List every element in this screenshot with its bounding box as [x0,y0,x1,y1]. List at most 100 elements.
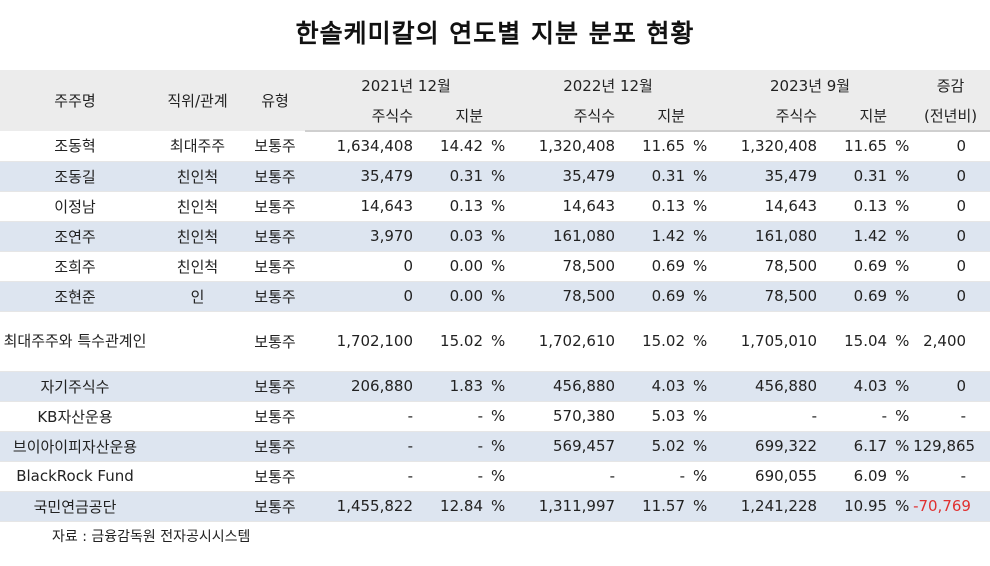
cell-s21: - [305,461,415,492]
cell-p22: - [617,461,688,492]
cell-u23: % [889,431,912,462]
cell-u22: % [687,311,710,372]
col-stake-2023: 지분 [819,100,890,132]
cell-chg: - [911,461,990,492]
cell-p23: 4.03 [819,371,890,402]
cell-type: 보통주 [245,311,305,372]
cell-p22: 5.02 [617,431,688,462]
cell-type: 보통주 [245,371,305,402]
cell-role [150,431,245,462]
cell-p22: 1.42 [617,221,688,252]
col-stake-2022: 지분 [617,100,688,132]
cell-u21: % [485,251,508,282]
cell-p23: 15.04 [819,311,890,372]
cell-name: 자기주식수 [0,371,150,402]
cell-chg: 0 [911,281,990,312]
cell-name: 이정남 [0,191,150,222]
cell-chg: 0 [911,131,990,162]
cell-type: 보통주 [245,491,305,522]
cell-p23: 0.69 [819,251,890,282]
cell-role: 친인척 [150,251,245,282]
cell-u23: % [889,311,912,372]
table-row: 브이아이피자산운용 보통주 - -% 569,457 5.02% 699,322 6.17% 1… [0,431,990,462]
cell-s23: 690,055 [709,461,820,492]
col-change-sub: (전년비) [911,100,990,132]
cell-p21: 0.00 [415,251,485,282]
cell-u21: % [485,491,508,522]
cell-p23: 0.31 [819,161,890,192]
cell-role: 친인척 [150,161,245,192]
table-row: 자기주식수 보통주 206,880 1.83% 456,880 4.03% 456,880 4… [0,371,990,402]
cell-u22: % [687,221,710,252]
cell-p21: 0.31 [415,161,485,192]
cell-s22: 569,457 [507,431,618,462]
col-shares-2022: 주식수 [507,100,618,132]
cell-p21: 0.00 [415,281,485,312]
table-row: BlackRock Fund 보통주 - -% - -% 690,055 6.09% - [0,461,990,492]
cell-type: 보통주 [245,221,305,252]
cell-s22: 570,380 [507,401,618,432]
cell-s23: 1,241,228 [709,491,820,522]
cell-chg: -70,769 [911,491,990,522]
cell-p21: 0.13 [415,191,485,222]
cell-type: 보통주 [245,131,305,162]
cell-name: 최대주주와 특수관계인 [0,311,150,372]
cell-s22: 14,643 [507,191,618,222]
cell-u21: % [485,401,508,432]
cell-role: 친인척 [150,191,245,222]
cell-u23: % [889,371,912,402]
table-row: 조동길 친인척 보통주 35,479 0.31% 35,479 0.31% 35,479 0.3… [0,161,990,192]
cell-s22: 161,080 [507,221,618,252]
cell-s21: 14,643 [305,191,415,222]
col-stake-2021: 지분 [415,100,485,132]
cell-u21: % [485,191,508,222]
cell-p22: 0.13 [617,191,688,222]
cell-u22: % [687,431,710,462]
cell-s22: 456,880 [507,371,618,402]
cell-u22: % [687,161,710,192]
cell-u22: % [687,281,710,312]
cell-p21: - [415,401,485,432]
cell-type: 보통주 [245,191,305,222]
cell-p22: 5.03 [617,401,688,432]
col-shares-2023: 주식수 [709,100,820,132]
cell-chg: 2,400 [911,311,990,372]
table-row: 조동혁 최대주주 보통주 1,634,408 14.42% 1,320,408 11.65%… [0,131,990,162]
cell-p23: 0.69 [819,281,890,312]
cell-chg: 0 [911,221,990,252]
cell-s22: 78,500 [507,281,618,312]
cell-u22: % [687,131,710,162]
col-2022: 2022년 12월 [507,70,710,100]
col-type: 유형 [245,70,305,131]
cell-u21: % [485,371,508,402]
cell-name: 조동길 [0,161,150,192]
cell-u22: % [687,371,710,402]
cell-p22: 0.31 [617,161,688,192]
cell-s21: 35,479 [305,161,415,192]
cell-s21: 3,970 [305,221,415,252]
table-row: 조희주 친인척 보통주 0 0.00% 78,500 0.69% 78,500 0.69% 0 [0,251,990,282]
cell-s22: 1,702,610 [507,311,618,372]
cell-u21: % [485,131,508,162]
cell-s22: 1,311,997 [507,491,618,522]
cell-p22: 11.57 [617,491,688,522]
cell-p23: 0.13 [819,191,890,222]
cell-u23: % [889,251,912,282]
table-row: 조연주 친인척 보통주 3,970 0.03% 161,080 1.42% 161,080 1.… [0,221,990,252]
cell-chg: 0 [911,371,990,402]
cell-type: 보통주 [245,431,305,462]
col-2021: 2021년 12월 [305,70,508,100]
cell-p23: 10.95 [819,491,890,522]
cell-p21: 14.42 [415,131,485,162]
cell-u23: % [889,491,912,522]
cell-name: KB자산운용 [0,401,150,432]
cell-chg: 0 [911,251,990,282]
cell-role [150,461,245,492]
cell-u23: % [889,401,912,432]
cell-chg: - [911,401,990,432]
cell-u21: % [485,161,508,192]
page-title: 한솔케미칼의 연도별 지분 분포 현황 [295,19,695,48]
cell-s22: 1,320,408 [507,131,618,162]
cell-s23: 456,880 [709,371,820,402]
col-name: 주주명 [0,70,150,131]
